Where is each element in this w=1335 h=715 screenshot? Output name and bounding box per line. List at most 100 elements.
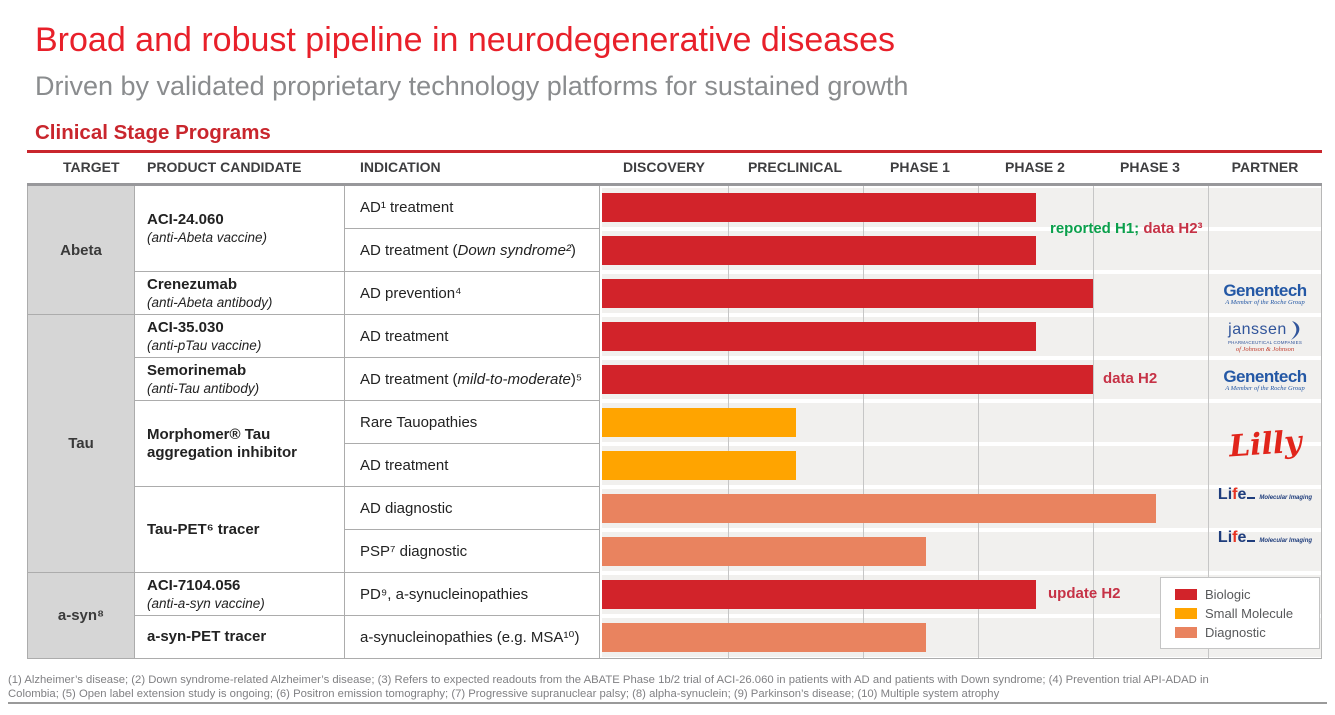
pipeline-bar (602, 236, 1036, 265)
indication-row: AD treatment (mild-to-moderate)⁵ (345, 358, 600, 401)
chart-area: reported H1; data H2³ data H2 update H2 … (600, 186, 1322, 659)
page-title: Broad and robust pipeline in neurodegene… (35, 21, 896, 59)
product-subtitle: (anti-Abeta vaccine) (147, 230, 268, 245)
pipeline-bar (602, 193, 1036, 222)
phase-gridline (1093, 186, 1094, 658)
indication-row: a-synucleinopathies (e.g. MSA¹⁰) (345, 616, 600, 659)
genentech-logo: Genentech A Member of the Roche Group (1208, 358, 1321, 401)
life-tagline: Molecular Imaging (1259, 495, 1313, 501)
pipeline-bar (602, 580, 1036, 609)
indication-text: AD diagnostic (360, 499, 453, 517)
genentech-logo: Genentech A Member of the Roche Group (1208, 272, 1321, 315)
janssen-logo: janssen PHARMACEUTICAL COMPANIES of John… (1208, 315, 1321, 358)
footnote-line-1: (1) Alzheimer’s disease; (2) Down syndro… (8, 674, 1209, 686)
indication-row: AD treatment (345, 315, 600, 358)
product-name: ACI-35.030 (147, 318, 224, 336)
legend-swatch-diagnostic (1175, 626, 1197, 638)
indication-row: AD¹ treatment (345, 186, 600, 229)
indication-row: AD treatment (345, 444, 600, 487)
annotation-red-text: data H2³ (1139, 220, 1203, 237)
product-name: a-syn-PET tracer (147, 628, 267, 645)
product-aci7104056: ACI-7104.056 (anti-a-syn vaccine) (135, 573, 345, 616)
indication-text: PD⁹, a-synucleinopathies (360, 585, 529, 603)
legend-swatch-small-molecule (1175, 607, 1197, 619)
product-name: ACI-7104.056 (147, 576, 241, 594)
pipeline-bar (602, 322, 1036, 351)
footnote-line-2: Colombia; (5) Open label extension study… (8, 688, 1000, 700)
janssen-subline: PHARMACEUTICAL COMPANIES (1227, 339, 1303, 345)
indication-row: AD prevention⁴ (345, 272, 600, 315)
legend-label: Small Molecule (1205, 605, 1294, 621)
pipeline-bar (602, 537, 927, 566)
life-molecular-imaging-logo: Life Molecular Imaging (1208, 529, 1321, 573)
indication-text: AD treatment ( (360, 370, 458, 388)
life-underline (1247, 497, 1256, 499)
legend-swatch-biologic (1175, 588, 1197, 600)
pipeline-bar (602, 408, 796, 437)
product-subtitle: (anti-Tau antibody) (147, 380, 260, 396)
indication-row: PSP⁷ diagnostic (345, 530, 600, 573)
col-header-phase2: PHASE 2 (1005, 159, 1065, 175)
indication-text: )⁵ (570, 370, 583, 388)
lilly-logo: Lilly (1208, 401, 1321, 487)
lilly-wordmark: Lilly (1227, 424, 1303, 464)
indication-italic: Down syndrome² (457, 241, 571, 259)
life-f: f (1232, 529, 1238, 546)
legend-item-small-molecule: Small Molecule (1175, 606, 1319, 621)
pipeline-bar (602, 365, 1093, 394)
product-asyn-pet-tracer: a-syn-PET tracer (135, 616, 345, 659)
col-header-indication: INDICATION (360, 159, 441, 175)
life-e: e (1237, 486, 1247, 503)
legend-item-biologic: Biologic (1175, 587, 1319, 602)
product-aci24060: ACI-24.060 (anti-Abeta vaccine) (135, 186, 345, 272)
johnson-johnson-script: of Johnson & Johnson (1235, 345, 1295, 353)
legend-item-diagnostic: Diagnostic (1175, 625, 1319, 640)
indication-text: AD prevention⁴ (360, 284, 462, 302)
chart-legend: Biologic Small Molecule Diagnostic (1160, 577, 1320, 649)
life-wordmark: Life (1218, 486, 1256, 503)
col-header-phase3: PHASE 3 (1120, 159, 1180, 175)
target-label: Tau (68, 435, 94, 452)
indication-text: AD¹ treatment (360, 198, 454, 216)
product-subtitle: (anti-pTau vaccine) (147, 337, 262, 353)
target-group-tau: Tau (27, 315, 135, 573)
genentech-tagline: A Member of the Roche Group (1225, 384, 1305, 392)
col-header-phase1: PHASE 1 (890, 159, 950, 175)
indication-text: ) (570, 241, 576, 259)
col-header-preclinical: PRECLINICAL (747, 159, 843, 175)
indication-text: AD treatment (360, 456, 449, 474)
genentech-wordmark: Genentech (1223, 366, 1307, 386)
phase-gridline (863, 186, 864, 658)
page-subtitle: Driven by validated proprietary technolo… (35, 71, 909, 101)
legend-label: Diagnostic (1205, 624, 1266, 640)
annotation-green-text: reported H1; (1050, 220, 1140, 237)
target-label: a-syn⁸ (57, 607, 105, 624)
phase-gridline (1208, 186, 1209, 658)
product-name: ACI-24.060 (147, 211, 224, 228)
indication-row: Rare Tauopathies (345, 401, 600, 444)
life-tagline: Molecular Imaging (1259, 538, 1313, 544)
indication-text: Rare Tauopathies (360, 413, 478, 431)
table-header: TARGET PRODUCT CANDIDATE INDICATION DISC… (27, 153, 1322, 186)
life-e: e (1237, 529, 1247, 546)
product-semorinemab: Semorinemab (anti-Tau antibody) (135, 358, 345, 401)
pipeline-bar (602, 279, 1093, 308)
life-f: f (1232, 486, 1238, 503)
section-title: Clinical Stage Programs (35, 121, 271, 144)
indication-text: AD treatment ( (360, 241, 458, 259)
indication-text: PSP⁷ diagnostic (360, 542, 468, 560)
pipeline-bar (602, 494, 1157, 523)
target-group-asyn: a-syn⁸ (27, 573, 135, 659)
annotation-abeta-readout: reported H1; data H2³ (1050, 220, 1203, 237)
indication-row: AD diagnostic (345, 487, 600, 530)
target-group-abeta: Abeta (27, 186, 135, 315)
col-header-product: PRODUCT CANDIDATE (147, 159, 302, 175)
indication-row: PD⁹, a-synucleinopathies (345, 573, 600, 616)
col-header-target: TARGET (63, 159, 120, 175)
product-crenezumab: Crenezumab (anti-Abeta antibody) (135, 272, 345, 315)
pipeline-table: Abeta Tau a-syn⁸ ACI-24.060 (anti-Abeta … (27, 186, 1322, 659)
product-aci35030: ACI-35.030 (anti-pTau vaccine) (135, 315, 345, 358)
product-tau-pet-tracer: Tau-PET⁶ tracer (135, 487, 345, 573)
indication-text: AD treatment (360, 327, 449, 345)
genentech-wordmark: Genentech (1223, 280, 1307, 300)
